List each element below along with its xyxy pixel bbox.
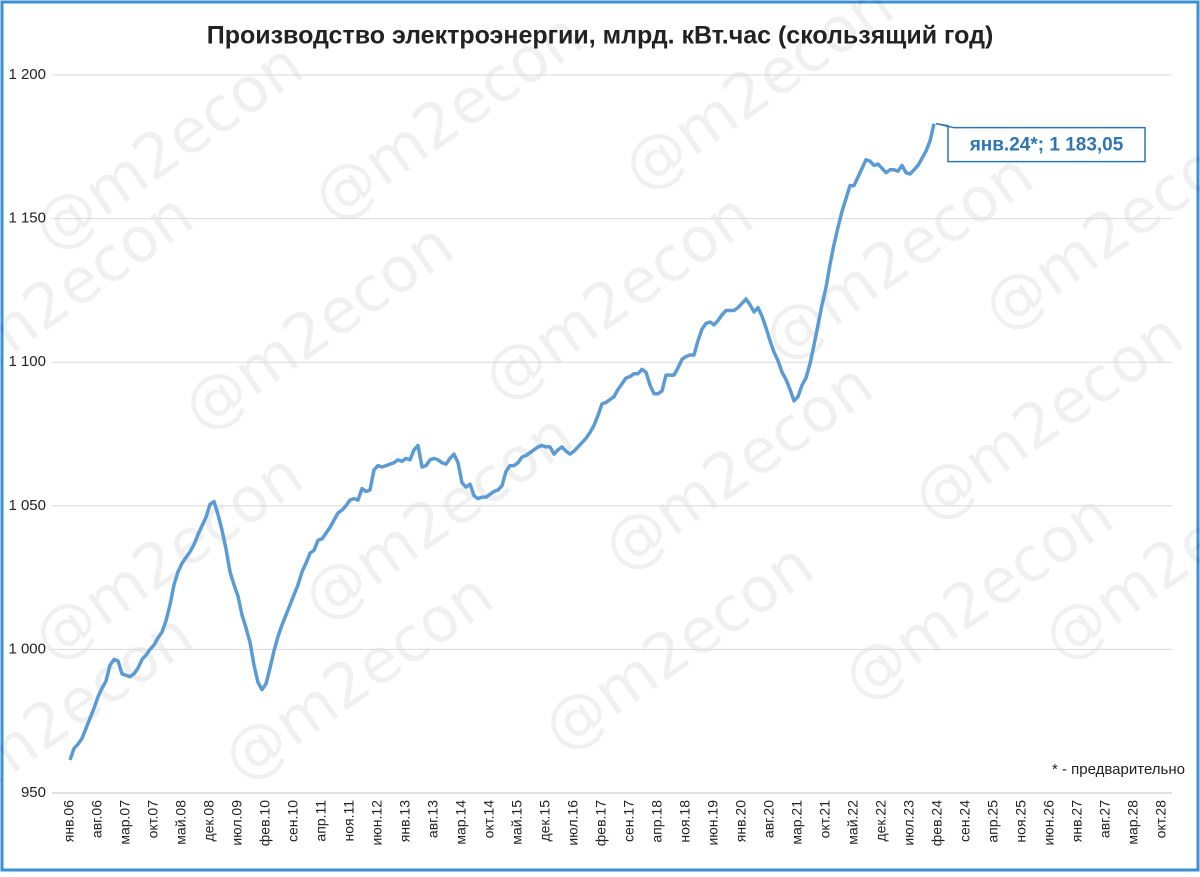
x-tick-label: окт.28 — [1153, 800, 1169, 839]
x-tick-label: май.08 — [173, 800, 189, 845]
x-tick-label: дек.22 — [873, 800, 889, 842]
x-tick-label: авг.20 — [761, 800, 777, 838]
x-tick-label: мар.28 — [1125, 800, 1141, 845]
x-tick-label: фев.24 — [929, 800, 945, 846]
annotation-box — [935, 122, 1146, 163]
x-tick-label: ноя.18 — [677, 800, 693, 843]
line-series — [68, 123, 936, 761]
x-tick-label: окт.14 — [481, 800, 497, 839]
x-tick-label: ноя.25 — [1013, 800, 1029, 843]
x-tick-label: фев.17 — [593, 800, 609, 846]
y-tick-label: 1 050 — [8, 497, 46, 514]
x-tick-label: янв.13 — [397, 800, 413, 842]
footnote: * - предварительно — [1052, 761, 1185, 778]
x-tick-label: авг.06 — [89, 800, 105, 838]
y-tick-label: 1 000 — [8, 640, 46, 657]
x-tick-label: апр.25 — [985, 800, 1001, 843]
y-tick-label: 1 100 — [8, 353, 46, 370]
x-tick-label: июн.26 — [1041, 800, 1057, 846]
x-tick-label: мар.21 — [789, 800, 805, 845]
x-tick-label: янв.06 — [61, 800, 77, 842]
x-tick-label: ноя.11 — [341, 800, 357, 842]
chart-title: Производство электроэнергии, млрд. кВт.ч… — [207, 22, 994, 50]
x-tick-label: май.15 — [509, 800, 525, 845]
x-tick-label: май.22 — [845, 800, 861, 845]
x-tick-label: июл.09 — [229, 800, 245, 846]
x-tick-label: янв.20 — [733, 800, 749, 842]
x-tick-label: янв.27 — [1069, 800, 1085, 842]
x-tick-label: авг.27 — [1097, 800, 1113, 838]
x-tick-label: сен.24 — [957, 800, 973, 842]
x-tick-label: дек.15 — [537, 800, 553, 842]
y-tick-label: 950 — [21, 784, 46, 801]
x-tick-label: мар.14 — [453, 800, 469, 845]
x-tick-label: июн.19 — [705, 800, 721, 846]
x-tick-label: окт.21 — [817, 800, 833, 839]
x-tick-label: апр.11 — [313, 800, 329, 842]
x-tick-label: сен.17 — [621, 800, 637, 842]
x-tick-label: апр.18 — [649, 800, 665, 843]
x-tick-label: июл.23 — [901, 800, 917, 846]
x-tick-label: авг.13 — [425, 800, 441, 838]
y-tick-label: 1 150 — [8, 210, 46, 227]
x-tick-label: мар.07 — [117, 800, 133, 845]
x-tick-label: окт.07 — [145, 800, 161, 839]
x-tick-label: июн.12 — [369, 800, 385, 846]
x-tick-label: июл.16 — [565, 800, 581, 846]
y-tick-label: 1 200 — [8, 66, 46, 83]
annotation: янв.24*; 1 183,05 — [969, 135, 1124, 156]
x-tick-label: фев.10 — [257, 800, 273, 846]
x-tick-label: дек.08 — [201, 800, 217, 842]
x-tick-label: сен.10 — [285, 800, 301, 842]
